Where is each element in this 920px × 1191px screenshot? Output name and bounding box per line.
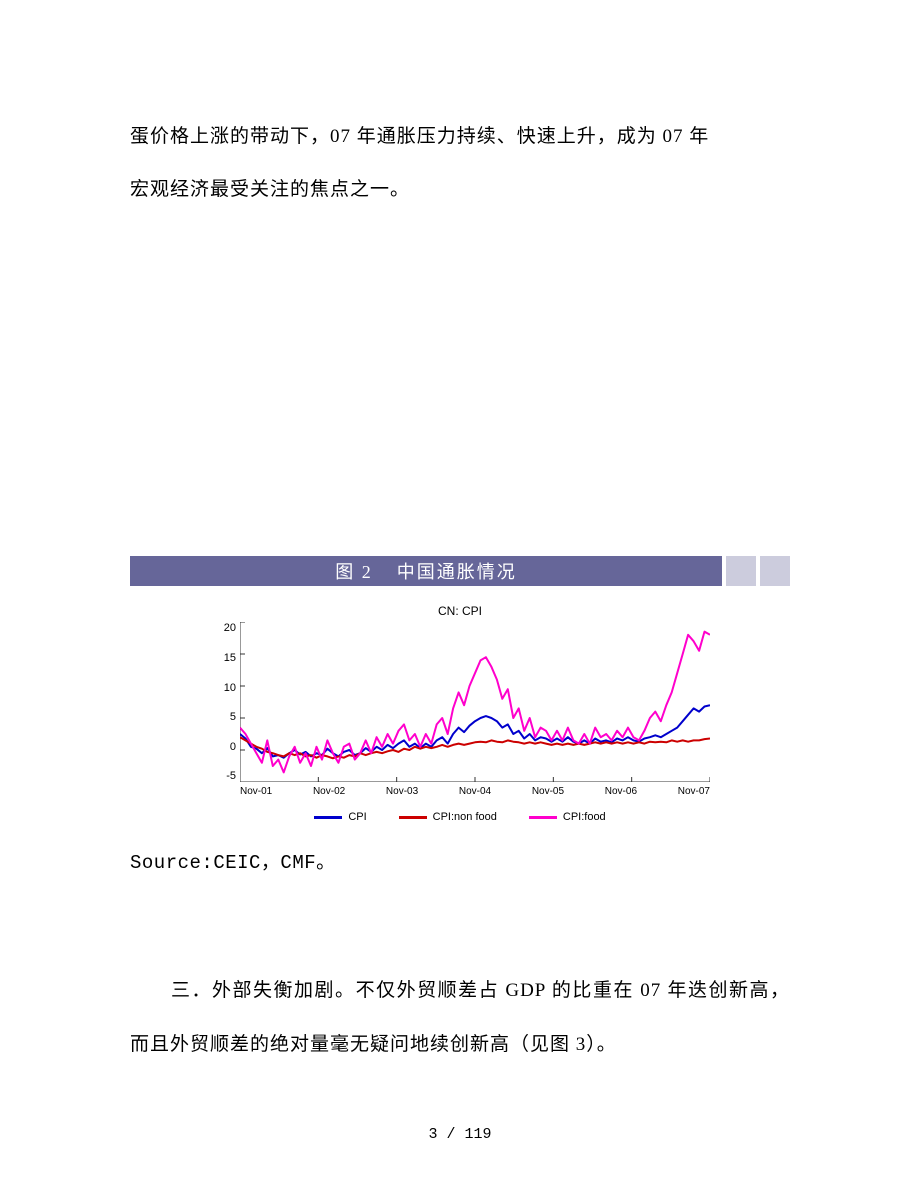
y-tick-label: 10: [224, 682, 236, 694]
x-tick-label: Nov-05: [532, 786, 564, 797]
x-tick-label: Nov-06: [605, 786, 637, 797]
figure-label: 图 2: [335, 558, 373, 584]
figure-title-main: 图 2 中国通胀情况: [130, 556, 722, 586]
x-tick-label: Nov-03: [386, 786, 418, 797]
section-3-text: 三．外部失衡加剧。不仅外贸顺差占 GDP 的比重在 07 年迭创新高，而且外贸顺…: [130, 964, 790, 1070]
legend-label: CPI: [348, 811, 366, 823]
legend-item-cpi: CPI: [314, 811, 366, 823]
x-tick-label: Nov-07: [678, 786, 710, 797]
legend-swatch: [314, 816, 342, 819]
series-food: [240, 632, 710, 773]
y-tick-label: -5: [226, 770, 236, 782]
source-text: Source:CEIC，CMF。: [130, 847, 790, 874]
legend-swatch: [529, 816, 557, 819]
legend-swatch: [399, 816, 427, 819]
y-tick-label: 5: [230, 711, 236, 723]
y-axis: 20 15 10 5 0 -5: [210, 622, 240, 782]
series-cpi: [240, 706, 710, 759]
chart-title: CN: CPI: [210, 604, 710, 618]
plot-area: [240, 622, 710, 782]
legend-label: CPI:food: [563, 811, 606, 823]
x-tick-label: Nov-02: [313, 786, 345, 797]
legend-item-food: CPI:food: [529, 811, 606, 823]
y-tick-label: 20: [224, 622, 236, 634]
x-axis: Nov-01 Nov-02 Nov-03 Nov-04 Nov-05 Nov-06 Nov-…: [240, 782, 710, 797]
chart-legend: CPI CPI:non food CPI:food: [210, 811, 710, 823]
y-tick-label: 15: [224, 652, 236, 664]
figure-title: 中国通胀情况: [397, 558, 517, 584]
inflation-chart: CN: CPI 20151050-5 Nov-01Nov-02Nov-03Nov…: [210, 604, 710, 823]
intro-line-2: 宏观经济最受关注的焦点之一。: [130, 163, 790, 216]
intro-line-1: 蛋价格上涨的带动下，07 年通胀压力持续、快速上升，成为 07 年: [130, 110, 790, 163]
line-chart-svg: [240, 622, 710, 782]
legend-label: CPI:non food: [433, 811, 497, 823]
page-number: 3 / 119: [0, 1126, 920, 1143]
y-tick-label: 0: [230, 741, 236, 753]
x-tick-label: Nov-04: [459, 786, 491, 797]
x-tick-label: Nov-01: [240, 786, 272, 797]
figure-title-bar: 图 2 中国通胀情况: [130, 556, 790, 586]
legend-item-nonfood: CPI:non food: [399, 811, 497, 823]
